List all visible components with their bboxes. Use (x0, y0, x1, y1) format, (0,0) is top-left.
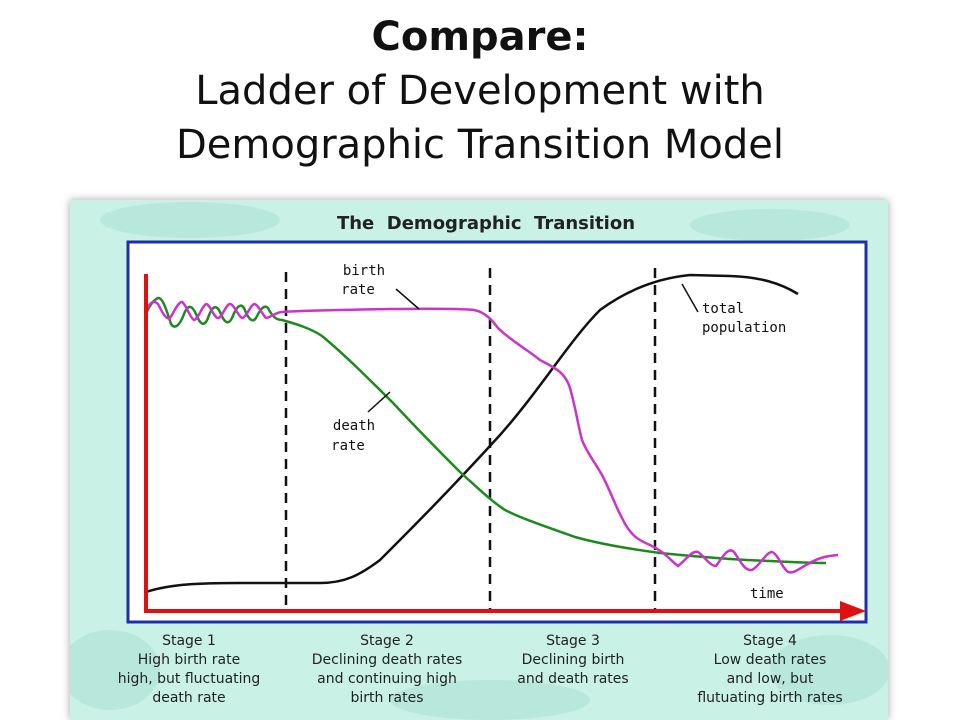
stage-1-line-1: High birth rate (137, 652, 241, 668)
birth-rate-label-line1: birth (343, 263, 385, 279)
demographic-transition-figure: The Demographic Transition birth (70, 200, 888, 720)
total-population-leader (681, 283, 699, 313)
slide-title-line-1: Ladder of Development with (195, 68, 765, 114)
chart-panel (126, 240, 868, 624)
stage-1-line-3: death rate (152, 690, 226, 706)
background-map-shapes (70, 202, 888, 720)
stage-3-line-1: Declining birth (521, 652, 625, 668)
stage-4-line-3: flutuating birth rates (697, 690, 843, 706)
death-rate-leader (367, 391, 391, 413)
slide-title-line-2: Demographic Transition Model (175, 122, 784, 168)
slide-title-bold: Compare: (371, 14, 589, 60)
stage-1-line-2: high, but fluctuating (117, 671, 261, 687)
birth-rate-label-line2: rate (341, 282, 375, 298)
stage-2-name: Stage 2 (360, 633, 414, 649)
stage-1-name: Stage 1 (162, 633, 216, 649)
demographic-transition-diagram: The Demographic Transition birth (70, 202, 888, 720)
stage-2-caption: Stage 2 Declining death rates and contin… (292, 632, 482, 708)
birth-rate-curve (144, 300, 839, 574)
stage-4-caption: Stage 4 Low death rates and low, but flu… (670, 632, 870, 708)
stage-3-name: Stage 3 (546, 633, 600, 649)
diagram-title: The Demographic Transition (337, 213, 635, 234)
total-population-label-line1: total (702, 301, 744, 317)
total-population-label-line2: population (702, 320, 786, 336)
time-axis-label: time (750, 586, 784, 602)
death-rate-label-line1: death (333, 418, 375, 434)
birth-rate-leader (395, 288, 420, 310)
stage-2-line-1: Declining death rates (311, 652, 463, 668)
stage-4-line-1: Low death rates (713, 652, 827, 668)
stage-1-caption: Stage 1 High birth rate high, but fluctu… (104, 632, 274, 708)
slide-title: Compare: Ladder of Development with Demo… (0, 10, 960, 172)
axes (144, 274, 866, 621)
stage-3-line-2: and death rates (517, 671, 629, 687)
stage-4-name: Stage 4 (743, 633, 797, 649)
death-rate-label-line2: rate (331, 438, 365, 454)
stage-2-line-3: birth rates (350, 690, 424, 706)
x-axis-arrowhead (840, 601, 866, 621)
stage-dividers (284, 268, 657, 610)
stage-2-line-2: and continuing high (317, 671, 457, 687)
stage-4-line-2: and low, but (726, 671, 814, 687)
total-population-curve (145, 273, 799, 594)
leader-lines (367, 283, 699, 413)
stage-3-caption: Stage 3 Declining birth and death rates (498, 632, 648, 689)
